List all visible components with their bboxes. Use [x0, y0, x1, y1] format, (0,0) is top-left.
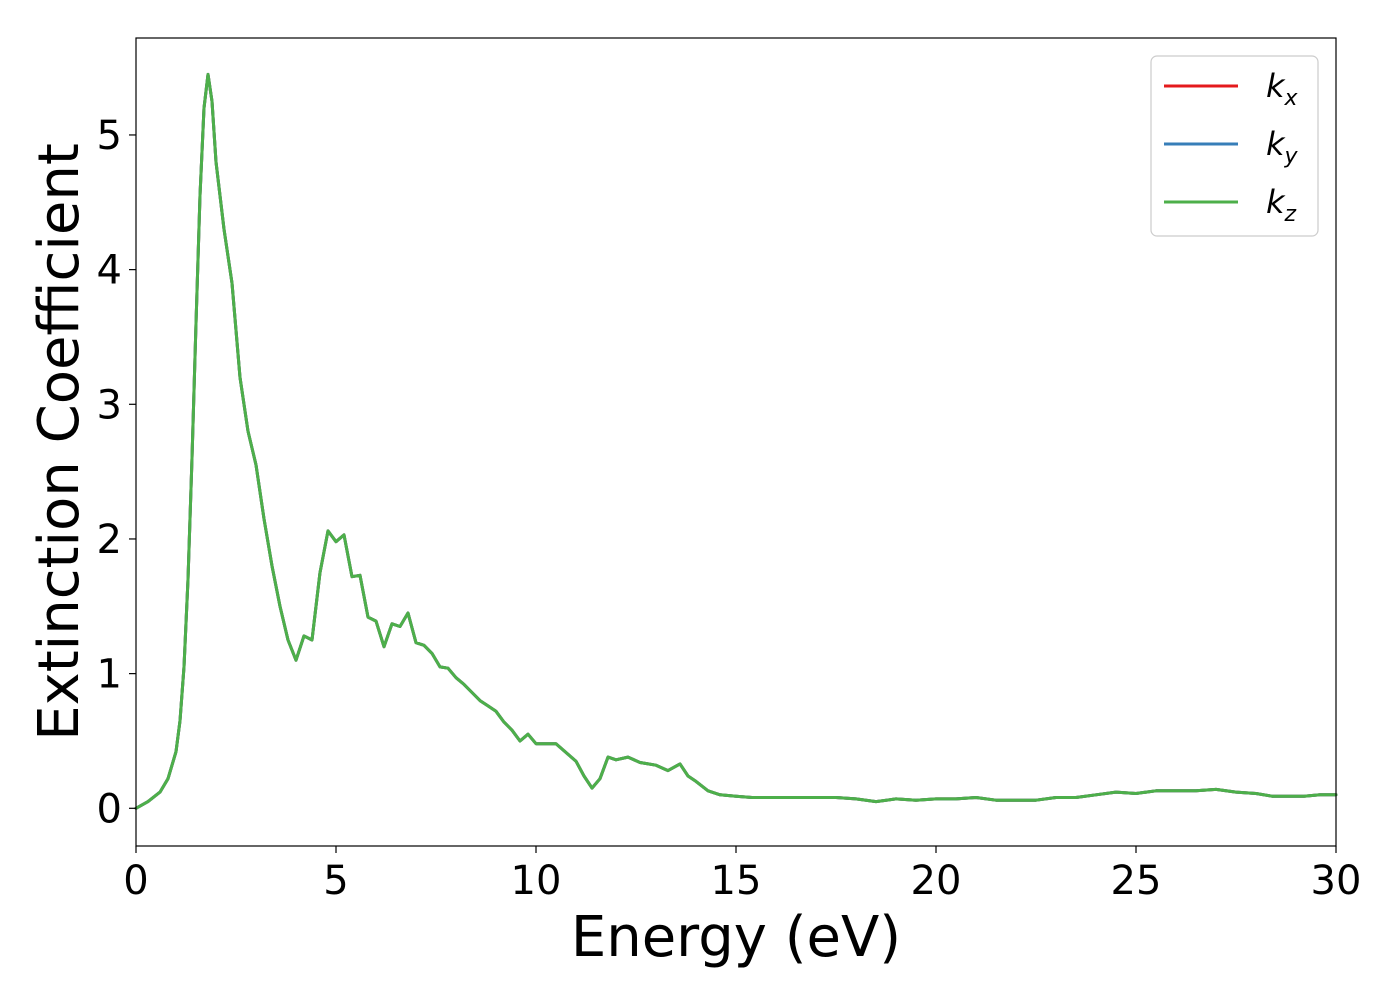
legend-label-subscript: x: [1284, 86, 1299, 111]
x-axis-ticks: 0 5 10 15 20 25 30: [123, 846, 1361, 904]
x-tick-label: 20: [911, 858, 962, 904]
x-axis-title: Energy (eV): [571, 905, 901, 970]
x-tick-label: 30: [1311, 858, 1362, 904]
legend-label-base: k: [1266, 125, 1286, 163]
legend-label-kx: kx: [1266, 67, 1299, 111]
series-line-kz: [134, 72, 1338, 810]
x-tick-label: 5: [323, 858, 348, 904]
legend-label-ky: ky: [1266, 125, 1299, 169]
y-axis-ticks: 0 1 2 3 4 5: [97, 113, 136, 832]
legend-box: [1150, 55, 1319, 237]
y-tick-label: 5: [97, 113, 122, 159]
y-tick-label: 2: [97, 517, 122, 563]
x-tick-label: 15: [711, 858, 762, 904]
x-tick-label: 10: [511, 858, 562, 904]
legend-label-subscript: z: [1284, 202, 1297, 227]
y-tick-label: 0: [97, 786, 122, 832]
legend-label-base: k: [1266, 183, 1286, 221]
plot-lines: [134, 72, 1338, 810]
x-tick-label: 25: [1111, 858, 1162, 904]
y-axis-title: Extinction Coefficient: [27, 143, 92, 741]
y-tick-label: 4: [97, 248, 122, 294]
legend-label-kz: kz: [1266, 183, 1297, 227]
y-tick-label: 3: [97, 382, 122, 428]
legend-label-subscript: y: [1284, 144, 1299, 169]
x-tick-label: 0: [123, 858, 148, 904]
legend-label-base: k: [1266, 67, 1286, 105]
y-tick-label: 1: [97, 652, 122, 698]
